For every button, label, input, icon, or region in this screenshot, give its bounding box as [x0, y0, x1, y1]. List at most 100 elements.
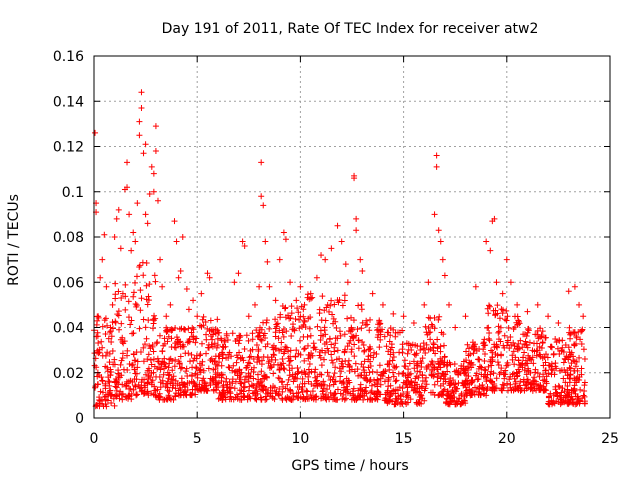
data-point [159, 283, 166, 290]
data-point [218, 378, 225, 385]
data-point [226, 385, 233, 392]
data-point [383, 343, 390, 350]
data-point [156, 364, 163, 371]
data-point [172, 325, 179, 332]
data-point [174, 341, 181, 348]
data-point [510, 348, 517, 355]
data-point [359, 319, 366, 326]
data-point [194, 313, 201, 320]
data-point [523, 371, 530, 378]
data-point [156, 332, 163, 339]
data-point [266, 283, 273, 290]
data-point [440, 342, 447, 349]
data-point [423, 381, 430, 388]
data-point [505, 324, 512, 331]
data-point [424, 331, 431, 338]
data-point [276, 256, 283, 263]
data-point [301, 357, 308, 364]
data-point [434, 366, 441, 373]
data-point [352, 360, 359, 367]
data-point [514, 301, 521, 308]
data-point [571, 342, 578, 349]
data-point [146, 281, 153, 288]
data-point [111, 234, 118, 240]
data-point [108, 400, 115, 407]
data-point [340, 363, 347, 370]
data-point [313, 377, 320, 384]
data-point [320, 385, 327, 392]
data-point [136, 384, 143, 391]
data-point [256, 330, 263, 337]
data-point [235, 270, 242, 277]
data-point [189, 364, 196, 371]
data-point [425, 362, 432, 369]
data-point [105, 374, 112, 381]
data-point [408, 346, 415, 353]
data-point [428, 358, 435, 365]
data-point [178, 379, 185, 386]
data-point [425, 314, 432, 321]
data-point [549, 367, 556, 374]
data-point [349, 334, 356, 341]
data-point [171, 363, 178, 370]
data-point [491, 215, 498, 222]
data-point [357, 393, 364, 400]
data-point [331, 370, 338, 377]
data-point [329, 359, 336, 366]
y-tick-label: 0.06 [53, 275, 84, 291]
data-point [559, 344, 566, 351]
data-point [367, 389, 374, 396]
data-point [279, 388, 286, 395]
data-point [192, 339, 199, 346]
data-point [376, 362, 383, 369]
data-point [559, 385, 566, 392]
data-point [520, 331, 527, 338]
data-point [427, 361, 434, 368]
data-point [122, 281, 129, 288]
data-point [496, 328, 503, 335]
data-point [431, 325, 438, 332]
data-point [367, 358, 374, 365]
data-point [431, 381, 438, 388]
data-point [133, 391, 140, 398]
data-point [219, 396, 226, 403]
data-point [115, 206, 122, 213]
data-point [469, 388, 476, 395]
data-point [164, 369, 171, 376]
data-point [571, 385, 578, 392]
data-point [102, 315, 109, 322]
data-point [565, 389, 572, 396]
data-point [214, 335, 221, 342]
data-point [218, 349, 225, 356]
data-point [190, 297, 197, 304]
data-point [190, 326, 197, 333]
data-point [151, 272, 158, 279]
data-point [581, 355, 588, 362]
data-point [489, 354, 496, 361]
data-point [185, 325, 192, 332]
data-point [341, 297, 348, 304]
data-point [163, 380, 170, 387]
data-point [421, 301, 428, 308]
y-tick-label: 0.1 [62, 185, 84, 201]
data-point [330, 381, 337, 388]
data-point [318, 362, 325, 369]
data-point [415, 374, 422, 381]
data-point [566, 349, 573, 356]
data-point [341, 292, 348, 299]
data-point [109, 347, 116, 354]
data-point [534, 301, 541, 308]
data-point [294, 365, 301, 372]
data-point [501, 332, 508, 339]
data-point [531, 380, 538, 387]
data-point [487, 247, 494, 254]
data-point [149, 341, 156, 348]
data-point [390, 363, 397, 370]
data-point [143, 259, 150, 266]
data-point [328, 297, 335, 304]
data-point [100, 403, 107, 410]
data-point [150, 188, 157, 195]
data-point [301, 346, 308, 353]
data-point [111, 402, 118, 409]
data-point [399, 385, 406, 392]
